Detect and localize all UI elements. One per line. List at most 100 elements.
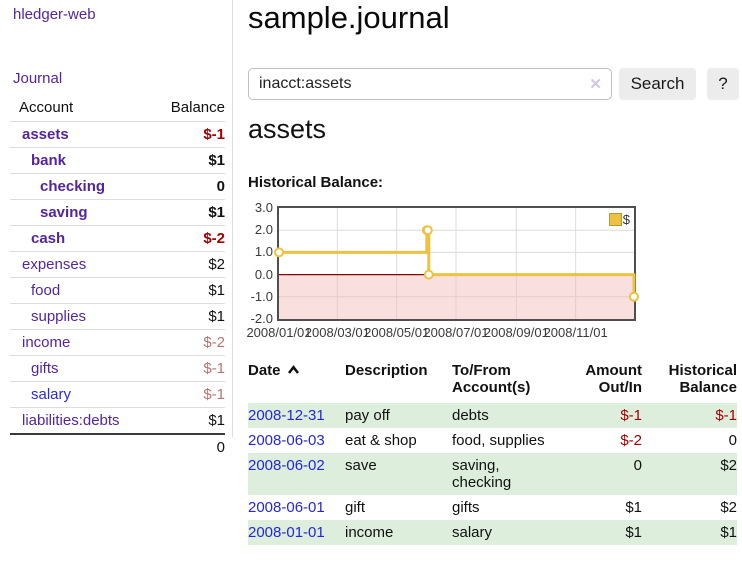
x-axis-tick-label: 2008/09/01 bbox=[483, 325, 549, 340]
sort-caret-up-icon bbox=[287, 362, 300, 379]
accounts-column-header: To/From Account(s) bbox=[452, 362, 531, 396]
transaction-accounts: debts bbox=[452, 407, 489, 424]
transaction-balance: $1 bbox=[720, 524, 737, 541]
transaction-date-link[interactable]: 2008-01-01 bbox=[248, 524, 325, 541]
legend-label: $ bbox=[622, 212, 630, 227]
transaction-accounts: saving, checking bbox=[452, 457, 512, 491]
account-balance: $-1 bbox=[146, 355, 225, 382]
account-link[interactable]: income bbox=[22, 334, 71, 351]
account-balance: 0 bbox=[146, 173, 225, 200]
legend-swatch-icon bbox=[608, 213, 622, 226]
account-link[interactable]: supplies bbox=[31, 308, 87, 325]
account-row: liabilities:debts $1 bbox=[10, 407, 225, 434]
transaction-balance: $-1 bbox=[715, 407, 737, 424]
chart-canvas bbox=[274, 208, 639, 319]
accounts-total-value: 0 bbox=[146, 433, 225, 460]
account-link[interactable]: liabilities:debts bbox=[22, 412, 120, 429]
account-balance: $-2 bbox=[146, 225, 225, 252]
account-row: cash $-2 bbox=[10, 225, 225, 252]
sidebar-item-journal[interactable]: Journal bbox=[13, 70, 63, 87]
account-row: food $1 bbox=[10, 277, 225, 304]
description-column-header: Description bbox=[345, 362, 428, 379]
account-balance: $-1 bbox=[146, 381, 225, 408]
account-row: assets $-1 bbox=[10, 121, 225, 148]
transaction-balance: $2 bbox=[720, 499, 737, 516]
account-balance: $-2 bbox=[146, 329, 225, 356]
transaction-date-link[interactable]: 2008-06-02 bbox=[248, 457, 325, 474]
account-column-header: Account bbox=[19, 99, 74, 116]
transaction-amount: $1 bbox=[625, 499, 642, 516]
transaction-row: 2008-06-01 gift gifts $1 $2 bbox=[248, 495, 737, 520]
transaction-accounts: gifts bbox=[452, 499, 480, 516]
transaction-description: save bbox=[345, 457, 377, 474]
account-balance: $1 bbox=[146, 407, 225, 434]
amount-column-header: Amount Out/In bbox=[585, 362, 642, 396]
account-heading: assets bbox=[248, 114, 327, 144]
account-balance: $1 bbox=[146, 277, 225, 304]
account-balance: $1 bbox=[146, 147, 225, 174]
account-row: gifts $-1 bbox=[10, 355, 225, 382]
transaction-date-link[interactable]: 2008-06-01 bbox=[248, 499, 325, 516]
x-axis-tick-label: 2008/05/01 bbox=[364, 325, 430, 340]
account-link[interactable]: expenses bbox=[22, 256, 87, 273]
transaction-row: 2008-01-01 income salary $1 $1 bbox=[248, 520, 737, 545]
clear-search-icon[interactable]: ✕ bbox=[589, 76, 602, 93]
account-link[interactable]: salary bbox=[31, 386, 72, 403]
account-link[interactable]: food bbox=[31, 282, 61, 299]
account-row: expenses $2 bbox=[10, 251, 225, 278]
help-button[interactable]: ? bbox=[707, 68, 739, 100]
account-link[interactable]: saving bbox=[40, 204, 88, 221]
y-axis-tick-label: 2.0 bbox=[254, 222, 273, 238]
historical-balance-chart: 3.0 2.0 1.0 0.0 -1.0 -2.0 $ 2008/01/01 2008/03… bbox=[246, 200, 742, 342]
page-title: sample.journal bbox=[248, 0, 450, 35]
chart-plot-area: $ bbox=[274, 206, 639, 321]
app-title-link[interactable]: hledger-web bbox=[13, 6, 96, 23]
transaction-date-link[interactable]: 2008-06-03 bbox=[248, 432, 325, 449]
y-axis-tick-label: 1.0 bbox=[254, 244, 273, 260]
transaction-date-link[interactable]: 2008-12-31 bbox=[248, 407, 325, 424]
x-axis-tick-label: 2008/01/01 bbox=[246, 325, 312, 340]
transaction-amount: $-2 bbox=[620, 432, 642, 449]
x-axis-tick-label: 2008/03/01 bbox=[304, 325, 370, 340]
account-row: supplies $1 bbox=[10, 303, 225, 330]
account-balance: $2 bbox=[146, 251, 225, 278]
transaction-balance: $2 bbox=[720, 457, 737, 474]
register-table: Date Description To/From Account(s) Amou… bbox=[248, 360, 737, 545]
transaction-description: income bbox=[345, 524, 394, 541]
sidebar: hledger-web Journal Account Balance asse… bbox=[0, 0, 233, 460]
account-row: bank $1 bbox=[10, 147, 225, 174]
transaction-row: 2008-12-31 pay off debts $-1 $-1 bbox=[248, 403, 737, 428]
account-balance: $-1 bbox=[146, 121, 225, 148]
account-row: income $-2 bbox=[10, 329, 225, 356]
account-link[interactable]: cash bbox=[31, 230, 66, 247]
search-button[interactable]: Search bbox=[619, 68, 696, 100]
register-header-row: Date Description To/From Account(s) Amou… bbox=[248, 360, 737, 403]
account-link[interactable]: bank bbox=[31, 152, 67, 169]
account-row: saving $1 bbox=[10, 199, 225, 226]
account-link[interactable]: gifts bbox=[31, 360, 59, 377]
chart-title: Historical Balance: bbox=[248, 174, 384, 191]
search-input[interactable] bbox=[248, 68, 612, 100]
search-form: ✕ Search ? bbox=[248, 68, 739, 100]
y-axis-tick-label: 3.0 bbox=[254, 200, 273, 215]
y-axis-tick-label: 0.0 bbox=[254, 266, 273, 282]
account-balance: $1 bbox=[146, 303, 225, 330]
account-link[interactable]: assets bbox=[22, 126, 69, 143]
x-axis-tick-label: 2008/11/01 bbox=[543, 325, 608, 340]
transaction-row: 2008-06-02 save saving, checking 0 $2 bbox=[248, 453, 737, 495]
transaction-amount: $-1 bbox=[620, 407, 642, 424]
transaction-balance: 0 bbox=[728, 432, 737, 449]
transaction-accounts: salary bbox=[452, 524, 493, 541]
balance-column-header: Balance bbox=[170, 99, 225, 116]
account-row: checking 0 bbox=[10, 173, 225, 200]
date-column-header[interactable]: Date bbox=[248, 360, 345, 403]
transaction-description: gift bbox=[345, 499, 366, 516]
main-content: sample.journal ✕ Search ? assets Histori… bbox=[246, 0, 742, 582]
account-link[interactable]: checking bbox=[40, 178, 106, 195]
account-row: salary $-1 bbox=[10, 381, 225, 408]
transaction-accounts: food, supplies bbox=[452, 432, 545, 449]
transaction-description: eat & shop bbox=[345, 432, 417, 449]
y-axis-tick-label: -2.0 bbox=[250, 311, 273, 326]
y-axis-tick-label: -1.0 bbox=[250, 288, 273, 304]
accounts-table-header: Account Balance bbox=[10, 96, 225, 122]
